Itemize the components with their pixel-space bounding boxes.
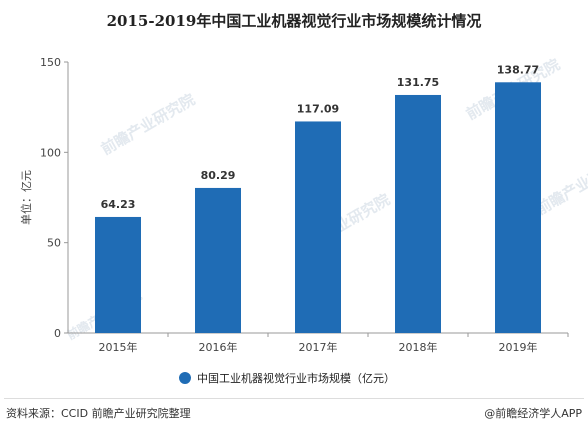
watermark-text: 前瞻产业研究院 <box>533 150 588 218</box>
x-tick-label: 2018年 <box>399 340 438 354</box>
bar-value-label: 138.77 <box>497 63 539 76</box>
y-axis-title: 单位：亿元 <box>19 170 33 225</box>
bar <box>195 187 241 333</box>
chart-title: 2015-2019年中国工业机器视觉行业市场规模统计情况 <box>106 12 482 30</box>
x-tick-label: 2019年 <box>499 340 538 354</box>
y-tick-label: 150 <box>40 56 61 69</box>
y-tick-label: 100 <box>40 146 61 159</box>
bar-value-label: 64.23 <box>101 198 136 211</box>
y-tick-label: 0 <box>54 327 61 340</box>
legend: 中国工业机器视觉行业市场规模（亿元） <box>179 371 395 385</box>
bar-series: 64.23 80.29 117.09 131.75 138.77 <box>95 63 541 333</box>
credit-note: @前瞻经济学人APP <box>484 407 582 420</box>
x-axis-ticks: 2015年 2016年 2017年 2018年 2019年 <box>99 333 569 354</box>
bar <box>295 121 341 333</box>
x-tick-label: 2017年 <box>299 340 338 354</box>
legend-marker <box>179 372 191 384</box>
bar <box>495 82 541 333</box>
x-tick-label: 2016年 <box>199 340 238 354</box>
y-axis-ticks: 0 50 100 150 <box>40 56 68 340</box>
source-note: 资料来源：CCID 前瞻产业研究院整理 <box>6 407 191 420</box>
y-tick-label: 50 <box>47 237 61 250</box>
bar <box>395 94 441 333</box>
footer-divider <box>4 398 584 399</box>
legend-label: 中国工业机器视觉行业市场规模（亿元） <box>197 371 395 385</box>
bar-value-label: 80.29 <box>201 169 236 182</box>
bar-value-label: 131.75 <box>397 76 439 89</box>
watermark-text: 前瞻产业研究院 <box>98 90 198 158</box>
bar <box>95 216 141 333</box>
x-tick-label: 2015年 <box>99 340 138 354</box>
bar-value-label: 117.09 <box>297 102 339 115</box>
